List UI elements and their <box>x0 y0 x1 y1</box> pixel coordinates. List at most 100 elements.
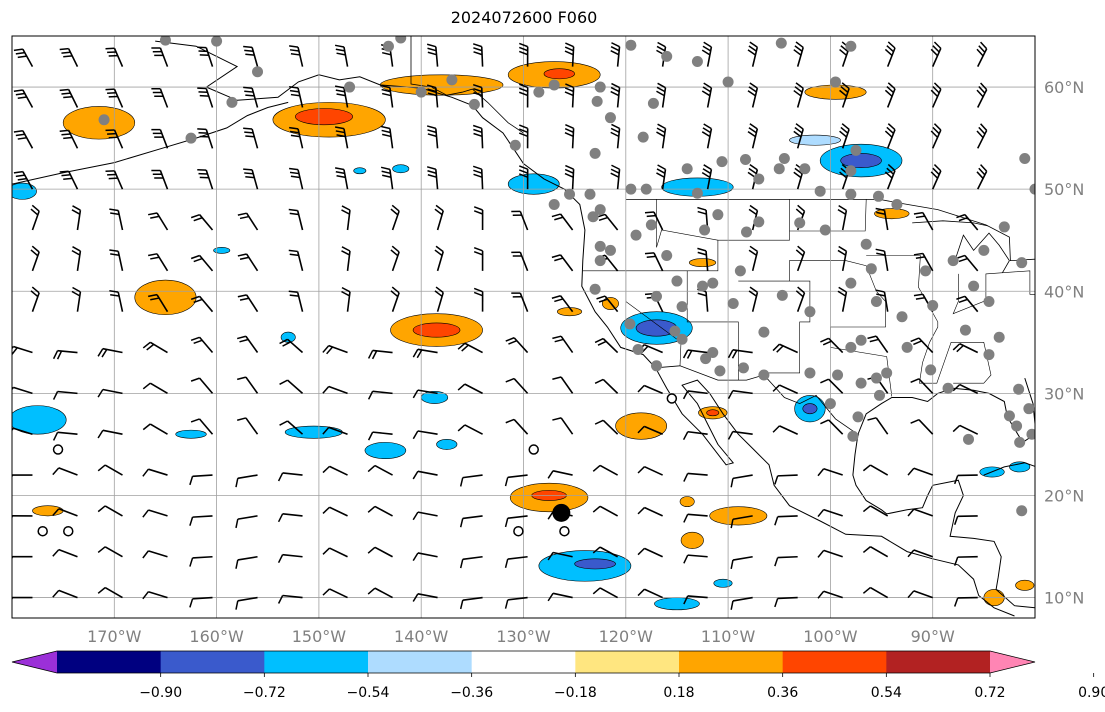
wind-barb-flag <box>427 88 437 93</box>
wind-barb-staff <box>869 464 889 476</box>
wind-barb <box>596 213 619 231</box>
wind-barb-flag <box>564 91 574 97</box>
wind-barb-staff <box>417 430 438 436</box>
wind-barb-flag <box>243 168 253 171</box>
wind-barb <box>148 212 169 231</box>
wind-barb-flag <box>473 169 483 174</box>
wind-barb-flag <box>702 45 712 52</box>
wind-barb-flag <box>435 286 444 294</box>
wind-barb-staff <box>599 587 619 599</box>
wind-barb-staff <box>599 505 619 517</box>
wind-barb <box>426 125 439 149</box>
wind-barb-flag <box>15 92 25 96</box>
wind-barb-flag <box>730 519 734 529</box>
wind-barb <box>105 170 124 190</box>
wind-barb-staff <box>687 595 708 599</box>
wind-barb-flag <box>473 246 483 252</box>
colorbar-segment <box>368 651 473 673</box>
wind-barb-staff <box>104 586 123 599</box>
colorbar-tick-label: −0.72 <box>243 685 286 701</box>
wind-barb-staff <box>282 553 303 558</box>
wind-barb-staff <box>282 594 303 599</box>
wind-barb-flag <box>884 130 893 138</box>
station-marker <box>993 331 1005 343</box>
wind-barb-staff <box>913 590 933 599</box>
station-marker <box>850 144 862 156</box>
wind-barb <box>564 124 575 149</box>
wind-barb-flag <box>840 45 849 53</box>
wind-barb-staff <box>245 376 259 394</box>
wind-barb-flag <box>322 588 331 596</box>
wind-barb <box>701 41 713 67</box>
state-lines-5 <box>738 280 811 374</box>
wind-barb-staff <box>237 596 258 602</box>
wind-barb <box>837 245 848 271</box>
wind-barb-flag <box>838 205 847 211</box>
wind-barb-flag <box>565 124 574 130</box>
wind-barb-flag <box>913 252 923 256</box>
wind-barb-flag <box>933 164 942 172</box>
wind-barb-flag <box>426 43 437 48</box>
wind-barb <box>867 417 889 435</box>
wind-barb-flag <box>519 83 528 89</box>
wind-barb-flag <box>322 345 330 353</box>
wind-barb-flag <box>910 419 920 424</box>
wind-barb-staff <box>104 464 123 476</box>
lon-tick-label: 150°W <box>292 627 347 646</box>
wind-barb-flag <box>97 348 104 357</box>
station-marker <box>865 263 877 275</box>
wind-barb-flag <box>837 249 847 256</box>
wind-barb-flag <box>749 123 758 130</box>
wind-barb <box>875 248 889 271</box>
wind-barb-staff <box>687 390 708 395</box>
station-marker <box>799 163 811 175</box>
wind-barb-flag <box>793 171 802 179</box>
wind-barb-staff <box>644 465 663 476</box>
contour-region <box>436 439 458 450</box>
wind-barb-staff <box>507 474 528 479</box>
wind-barb-flag <box>953 597 959 607</box>
wind-barb <box>953 555 978 566</box>
lat-tick-label: 20°N <box>1044 486 1084 505</box>
wind-barb-flag <box>236 335 247 340</box>
wind-barb <box>151 47 169 67</box>
wind-barb <box>820 337 844 354</box>
wind-barb-staff <box>287 338 304 354</box>
wind-barb-flag <box>772 425 780 433</box>
contour-region <box>295 108 353 126</box>
wind-barb <box>151 88 169 108</box>
state-lines-8 <box>866 255 992 384</box>
wind-barb <box>820 419 844 435</box>
wind-barb-flag <box>703 164 712 171</box>
wind-barb-staff <box>237 555 258 561</box>
wind-barb-flag <box>289 171 300 175</box>
wind-barb <box>341 246 351 271</box>
wind-barb-staff <box>480 128 484 149</box>
wind-barb-flag <box>886 45 895 53</box>
wind-barb-staff <box>198 336 214 354</box>
wind-barb-staff <box>297 46 304 67</box>
wind-barb-flag <box>148 293 158 298</box>
contour-region <box>1009 461 1031 473</box>
wind-barb-flag <box>235 600 239 610</box>
wind-barb <box>197 128 214 149</box>
wind-barb-flag <box>459 599 464 610</box>
station-marker <box>896 311 908 323</box>
wind-barb-flag <box>391 245 400 253</box>
wind-barb <box>367 390 393 400</box>
wind-barb-flag <box>551 295 561 299</box>
wind-barb-staff <box>372 431 393 436</box>
wind-barb-staff <box>159 88 169 108</box>
wind-barb-staff <box>687 554 708 558</box>
wind-barb <box>637 425 663 435</box>
wind-barb-flag <box>341 250 350 256</box>
wind-barb <box>564 42 575 67</box>
wind-barb-flag <box>341 286 351 293</box>
wind-barb-staff <box>732 515 753 521</box>
wind-barb-staff <box>644 506 663 517</box>
wind-barb-flag <box>565 42 574 48</box>
wind-barb-flag <box>656 45 666 52</box>
wind-barb-flag <box>380 84 391 89</box>
wind-barb <box>30 204 40 231</box>
wind-barb-flag <box>795 290 804 298</box>
